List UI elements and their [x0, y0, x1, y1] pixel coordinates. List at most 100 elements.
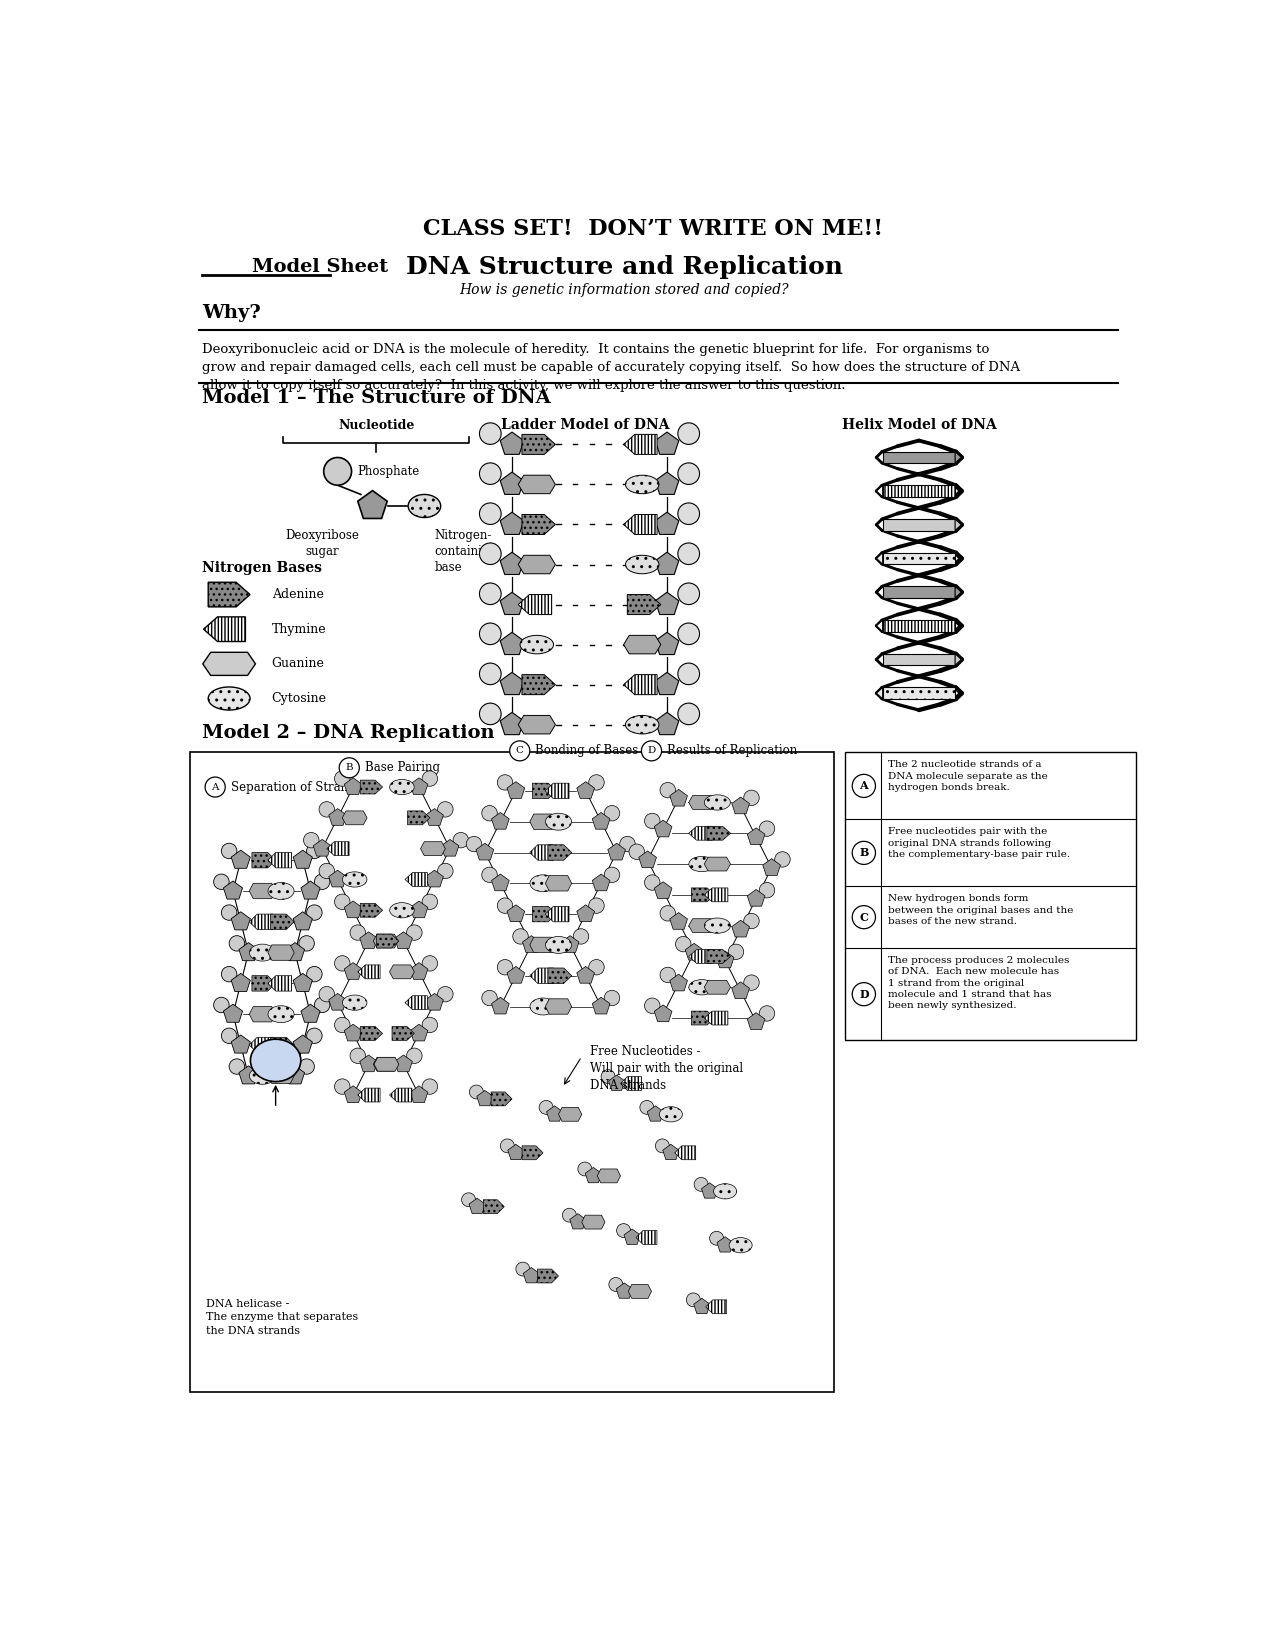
Circle shape [852, 983, 876, 1006]
Polygon shape [585, 1168, 602, 1183]
Polygon shape [561, 936, 579, 952]
Polygon shape [293, 974, 312, 992]
Polygon shape [293, 850, 312, 868]
Polygon shape [593, 812, 609, 830]
Circle shape [422, 955, 437, 972]
Circle shape [743, 975, 759, 990]
Polygon shape [706, 949, 731, 964]
Circle shape [589, 960, 604, 975]
Polygon shape [268, 853, 292, 868]
Circle shape [660, 782, 676, 799]
Ellipse shape [208, 686, 250, 710]
Polygon shape [581, 1214, 606, 1229]
Polygon shape [361, 1026, 382, 1041]
Text: How is genetic information stored and copied?: How is genetic information stored and co… [459, 284, 789, 297]
Polygon shape [405, 873, 427, 886]
Text: A: A [212, 782, 219, 792]
Ellipse shape [704, 795, 731, 810]
Polygon shape [358, 1087, 380, 1102]
Polygon shape [376, 934, 399, 949]
Bar [882, 653, 955, 665]
Circle shape [214, 997, 230, 1013]
Polygon shape [747, 828, 765, 845]
Polygon shape [546, 906, 569, 922]
Circle shape [497, 776, 513, 790]
Polygon shape [411, 777, 428, 795]
Polygon shape [663, 1145, 680, 1160]
Circle shape [694, 1178, 708, 1191]
Polygon shape [374, 1058, 399, 1071]
Circle shape [422, 1018, 437, 1033]
Polygon shape [523, 1267, 539, 1282]
Polygon shape [329, 993, 347, 1010]
Circle shape [482, 805, 497, 822]
Circle shape [422, 894, 437, 909]
Polygon shape [405, 995, 427, 1010]
Circle shape [407, 1048, 422, 1064]
Polygon shape [669, 789, 687, 807]
Polygon shape [654, 881, 672, 899]
Polygon shape [623, 635, 660, 653]
Circle shape [453, 833, 469, 848]
Polygon shape [518, 716, 556, 734]
Polygon shape [204, 617, 245, 642]
Bar [845, 752, 1136, 1041]
Circle shape [640, 1101, 654, 1114]
Polygon shape [876, 485, 882, 497]
Polygon shape [521, 515, 556, 535]
Polygon shape [521, 675, 556, 695]
Polygon shape [293, 912, 312, 931]
Circle shape [230, 1059, 245, 1074]
Polygon shape [669, 974, 687, 992]
Text: Model Sheet: Model Sheet [252, 259, 389, 276]
Circle shape [334, 894, 351, 909]
Ellipse shape [268, 883, 295, 899]
Text: C: C [516, 746, 524, 756]
Circle shape [334, 1079, 351, 1094]
Circle shape [422, 1079, 437, 1094]
Circle shape [620, 837, 635, 851]
Circle shape [437, 802, 453, 817]
Polygon shape [576, 904, 594, 922]
Circle shape [710, 1231, 724, 1246]
Polygon shape [426, 808, 444, 825]
Polygon shape [329, 808, 347, 825]
Circle shape [205, 777, 226, 797]
Polygon shape [491, 1092, 513, 1106]
Polygon shape [701, 1183, 718, 1198]
Circle shape [306, 843, 323, 858]
Polygon shape [250, 1038, 273, 1053]
Polygon shape [507, 782, 525, 799]
Polygon shape [231, 912, 250, 931]
Polygon shape [521, 1145, 543, 1160]
Text: CLASS SET!  DON’T WRITE ON ME!!: CLASS SET! DON’T WRITE ON ME!! [423, 218, 884, 239]
Polygon shape [507, 904, 525, 922]
Circle shape [676, 937, 691, 952]
Circle shape [678, 663, 700, 685]
Polygon shape [621, 1076, 641, 1091]
Polygon shape [636, 1231, 657, 1244]
Ellipse shape [704, 917, 731, 934]
Ellipse shape [390, 779, 414, 795]
Polygon shape [344, 777, 362, 795]
Polygon shape [523, 936, 541, 952]
Circle shape [222, 904, 237, 921]
Ellipse shape [520, 635, 553, 653]
Polygon shape [391, 1026, 414, 1041]
Circle shape [678, 624, 700, 645]
Circle shape [645, 874, 660, 891]
Circle shape [497, 898, 513, 914]
Polygon shape [876, 620, 882, 632]
Polygon shape [654, 1005, 672, 1021]
Polygon shape [955, 452, 961, 464]
Circle shape [479, 624, 501, 645]
Text: Adenine: Adenine [272, 587, 324, 601]
Polygon shape [546, 784, 569, 799]
Polygon shape [623, 434, 657, 454]
Circle shape [339, 757, 360, 777]
Circle shape [604, 868, 620, 883]
Polygon shape [301, 1005, 320, 1023]
Polygon shape [530, 813, 556, 830]
Polygon shape [518, 556, 556, 574]
Polygon shape [361, 780, 382, 794]
